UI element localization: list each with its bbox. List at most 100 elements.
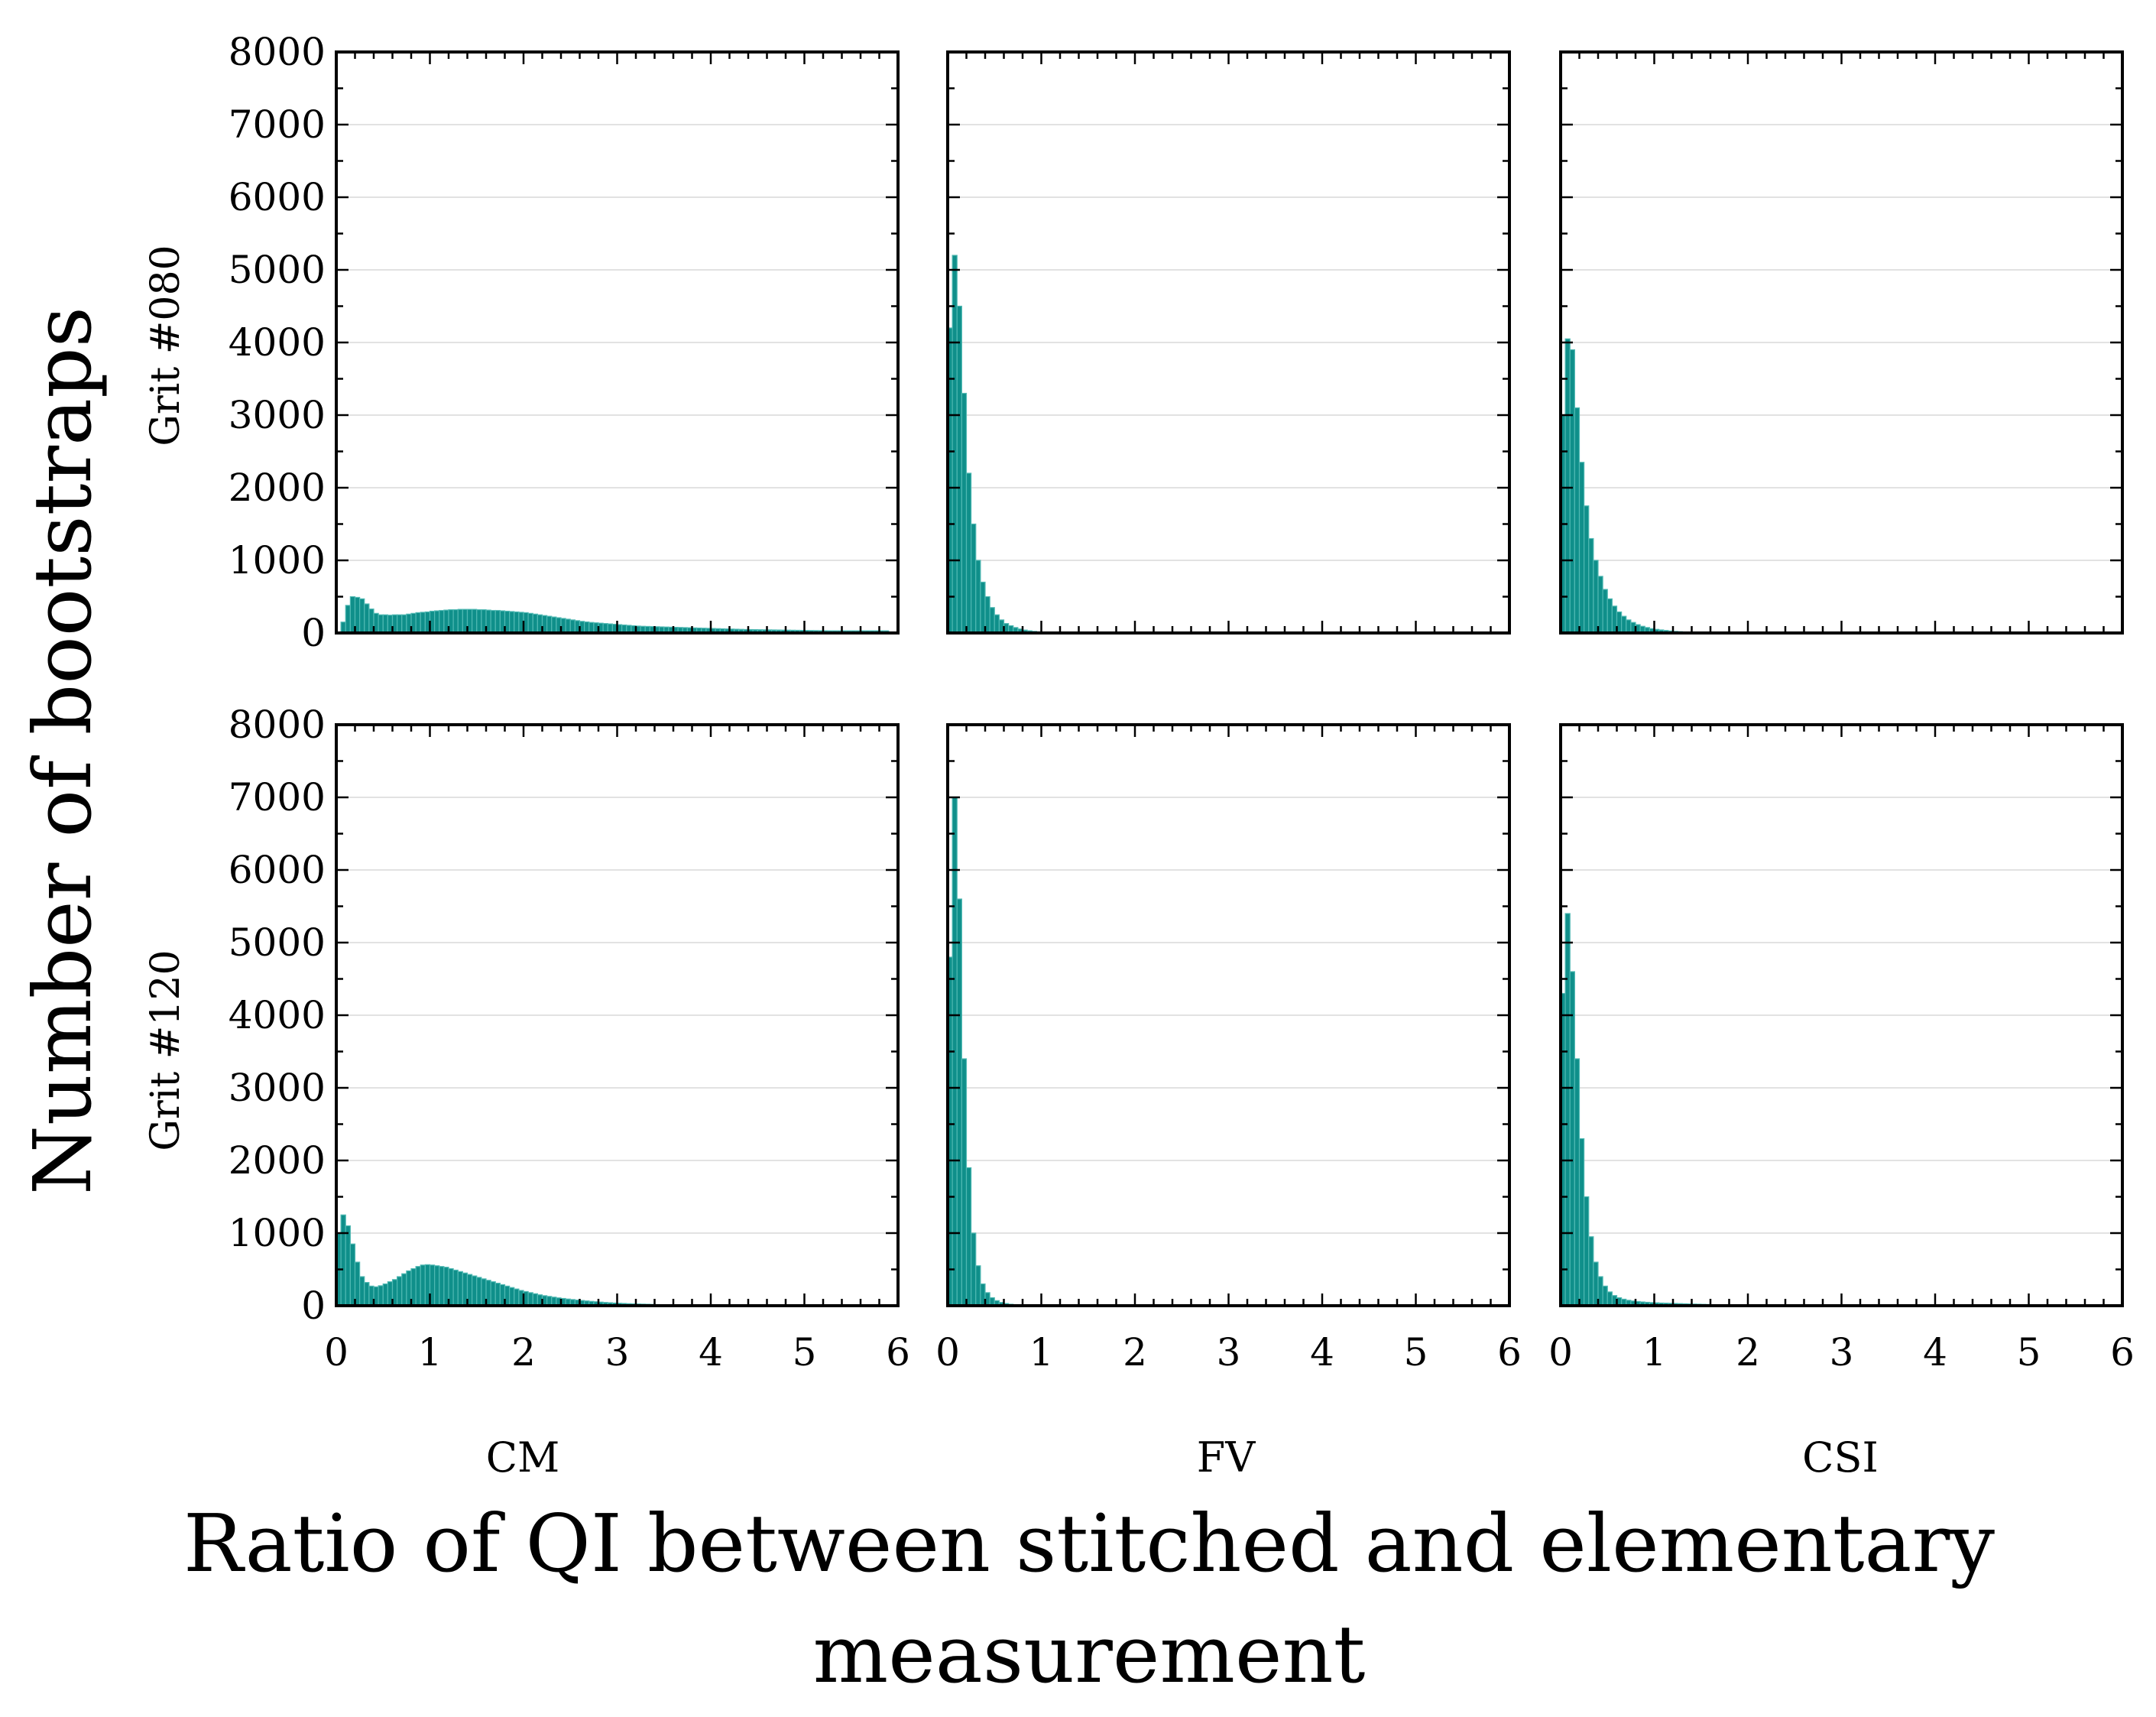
histogram-bar [415,1266,421,1306]
y-tick-label: 5000 [229,920,326,965]
histogram-bar [975,560,981,634]
histogram-bar [1564,913,1571,1306]
x-tick-label: 6 [886,1330,910,1375]
panel-cm-grit-080: 0 1000 2000 3000 4000 5000 6000 7000 8000 [229,30,900,655]
histogram-bar [494,1282,501,1306]
histogram-bar [514,1288,520,1306]
histogram-bar [1588,1236,1594,1306]
histogram-bar [975,1265,981,1306]
y-tick-label: 7000 [229,775,326,820]
histogram-bar [565,618,571,634]
histogram-bar [420,612,426,634]
x-tick-label: 4 [1923,1330,1947,1375]
x-tick-label: 3 [1830,1330,1854,1375]
histogram-bar [494,609,501,634]
histogram-bar [1574,407,1581,634]
histogram-bar [961,392,968,634]
histogram-bar [527,612,533,634]
y-tick-label: 5000 [229,248,326,292]
y-tick-label: 8000 [229,30,326,74]
histogram-bar [397,614,403,634]
x-tick-label: 2 [1123,1330,1147,1375]
histogram-bar [509,611,515,634]
histogram-bar [532,613,538,634]
histogram-bar [965,472,972,634]
histogram-bar [434,610,440,634]
histogram-bar [476,1277,482,1306]
x-tick-label: 1 [418,1330,443,1375]
histogram-bar [1574,1058,1581,1306]
y-tick-label: 6000 [229,175,326,219]
x-tick-label: 0 [935,1330,960,1375]
y-tick-label: 4000 [229,320,326,365]
y-tick-label: 8000 [229,703,326,747]
x-tick-label: 0 [1548,1330,1573,1375]
column-label-cm: CM [486,1433,560,1482]
histogram-bar [584,621,590,634]
histogram-bar [364,1281,370,1306]
histogram-bar [956,305,962,634]
x-tick-label: 5 [1404,1330,1428,1375]
histogram-bar [415,612,421,634]
histogram-bar [345,605,351,634]
y-tick-label: 3000 [229,393,326,437]
histogram-bar [476,609,482,634]
row-label-grit-120: Grit #120 [143,949,189,1151]
histogram-bar [434,1265,440,1306]
panel-csi-grit-080 [1559,50,2124,635]
x-tick-label: 3 [1217,1330,1241,1375]
histogram-bar [378,614,384,634]
histogram-bar [382,1283,388,1306]
y-tick-label: 4000 [229,993,326,1037]
histogram-bar [989,607,995,634]
histogram-bar [569,619,575,634]
y-axis-label: Number of bootstraps [16,307,109,1195]
y-tick-label: 7000 [229,102,326,147]
panels-layer: 0100020003000400050006000700080000100020… [229,30,2135,1375]
histogram-bar [1597,576,1603,634]
histogram-bar [490,609,496,634]
histogram-bar [532,1293,538,1306]
histogram-bar [439,1266,445,1306]
y-tick-label: 2000 [229,466,326,510]
histogram-bar [364,603,370,634]
histogram-bar [1569,349,1575,634]
histogram-bar [952,255,958,634]
histogram-bar [588,622,595,634]
histogram-bar [1626,619,1632,634]
histogram-bar [382,614,388,634]
x-tick-label: 0 [324,1330,349,1375]
histogram-bar [340,1214,346,1306]
y-tick-label: 1000 [229,538,326,583]
histogram-bar [546,615,553,634]
histogram-bar [1593,560,1599,634]
histogram-bar [1578,1138,1585,1306]
histogram-bar [1584,1196,1590,1306]
histogram-bar [1588,537,1594,634]
histogram-bar [439,609,445,634]
row-label-grit-080: Grit #080 [143,245,189,446]
histogram-bar [509,1287,515,1306]
panel-fv-grit-120: 0 1 2 3 4 5 6 [935,723,1522,1375]
x-tick-label: 1 [1029,1330,1054,1375]
y-tick-label: 3000 [229,1066,326,1110]
x-tick-label: 4 [1310,1330,1334,1375]
histogram-bar [1602,589,1608,634]
y-tick-label: 0 [301,1284,326,1328]
x-tick-label: 1 [1642,1330,1667,1375]
histogram-bar [1569,971,1575,1306]
histogram-bar [971,1232,977,1306]
y-tick-label: 0 [301,611,326,655]
histogram-bar [1584,505,1590,634]
histogram-bar [472,1275,478,1306]
x-tick-label: 5 [2017,1330,2041,1375]
histogram-bar [1578,462,1585,634]
y-tick-label: 6000 [229,848,326,892]
x-tick-label: 5 [793,1330,817,1375]
histogram-bar [551,616,557,634]
histogram-bar [956,898,962,1306]
histogram-bar [420,1264,426,1306]
x-tick-label: 2 [511,1330,536,1375]
histogram-bar [401,1273,407,1306]
